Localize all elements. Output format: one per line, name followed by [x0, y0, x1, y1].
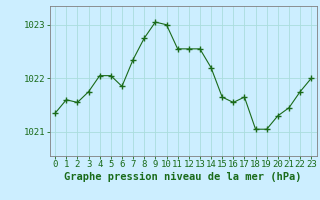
X-axis label: Graphe pression niveau de la mer (hPa): Graphe pression niveau de la mer (hPa): [64, 172, 302, 182]
